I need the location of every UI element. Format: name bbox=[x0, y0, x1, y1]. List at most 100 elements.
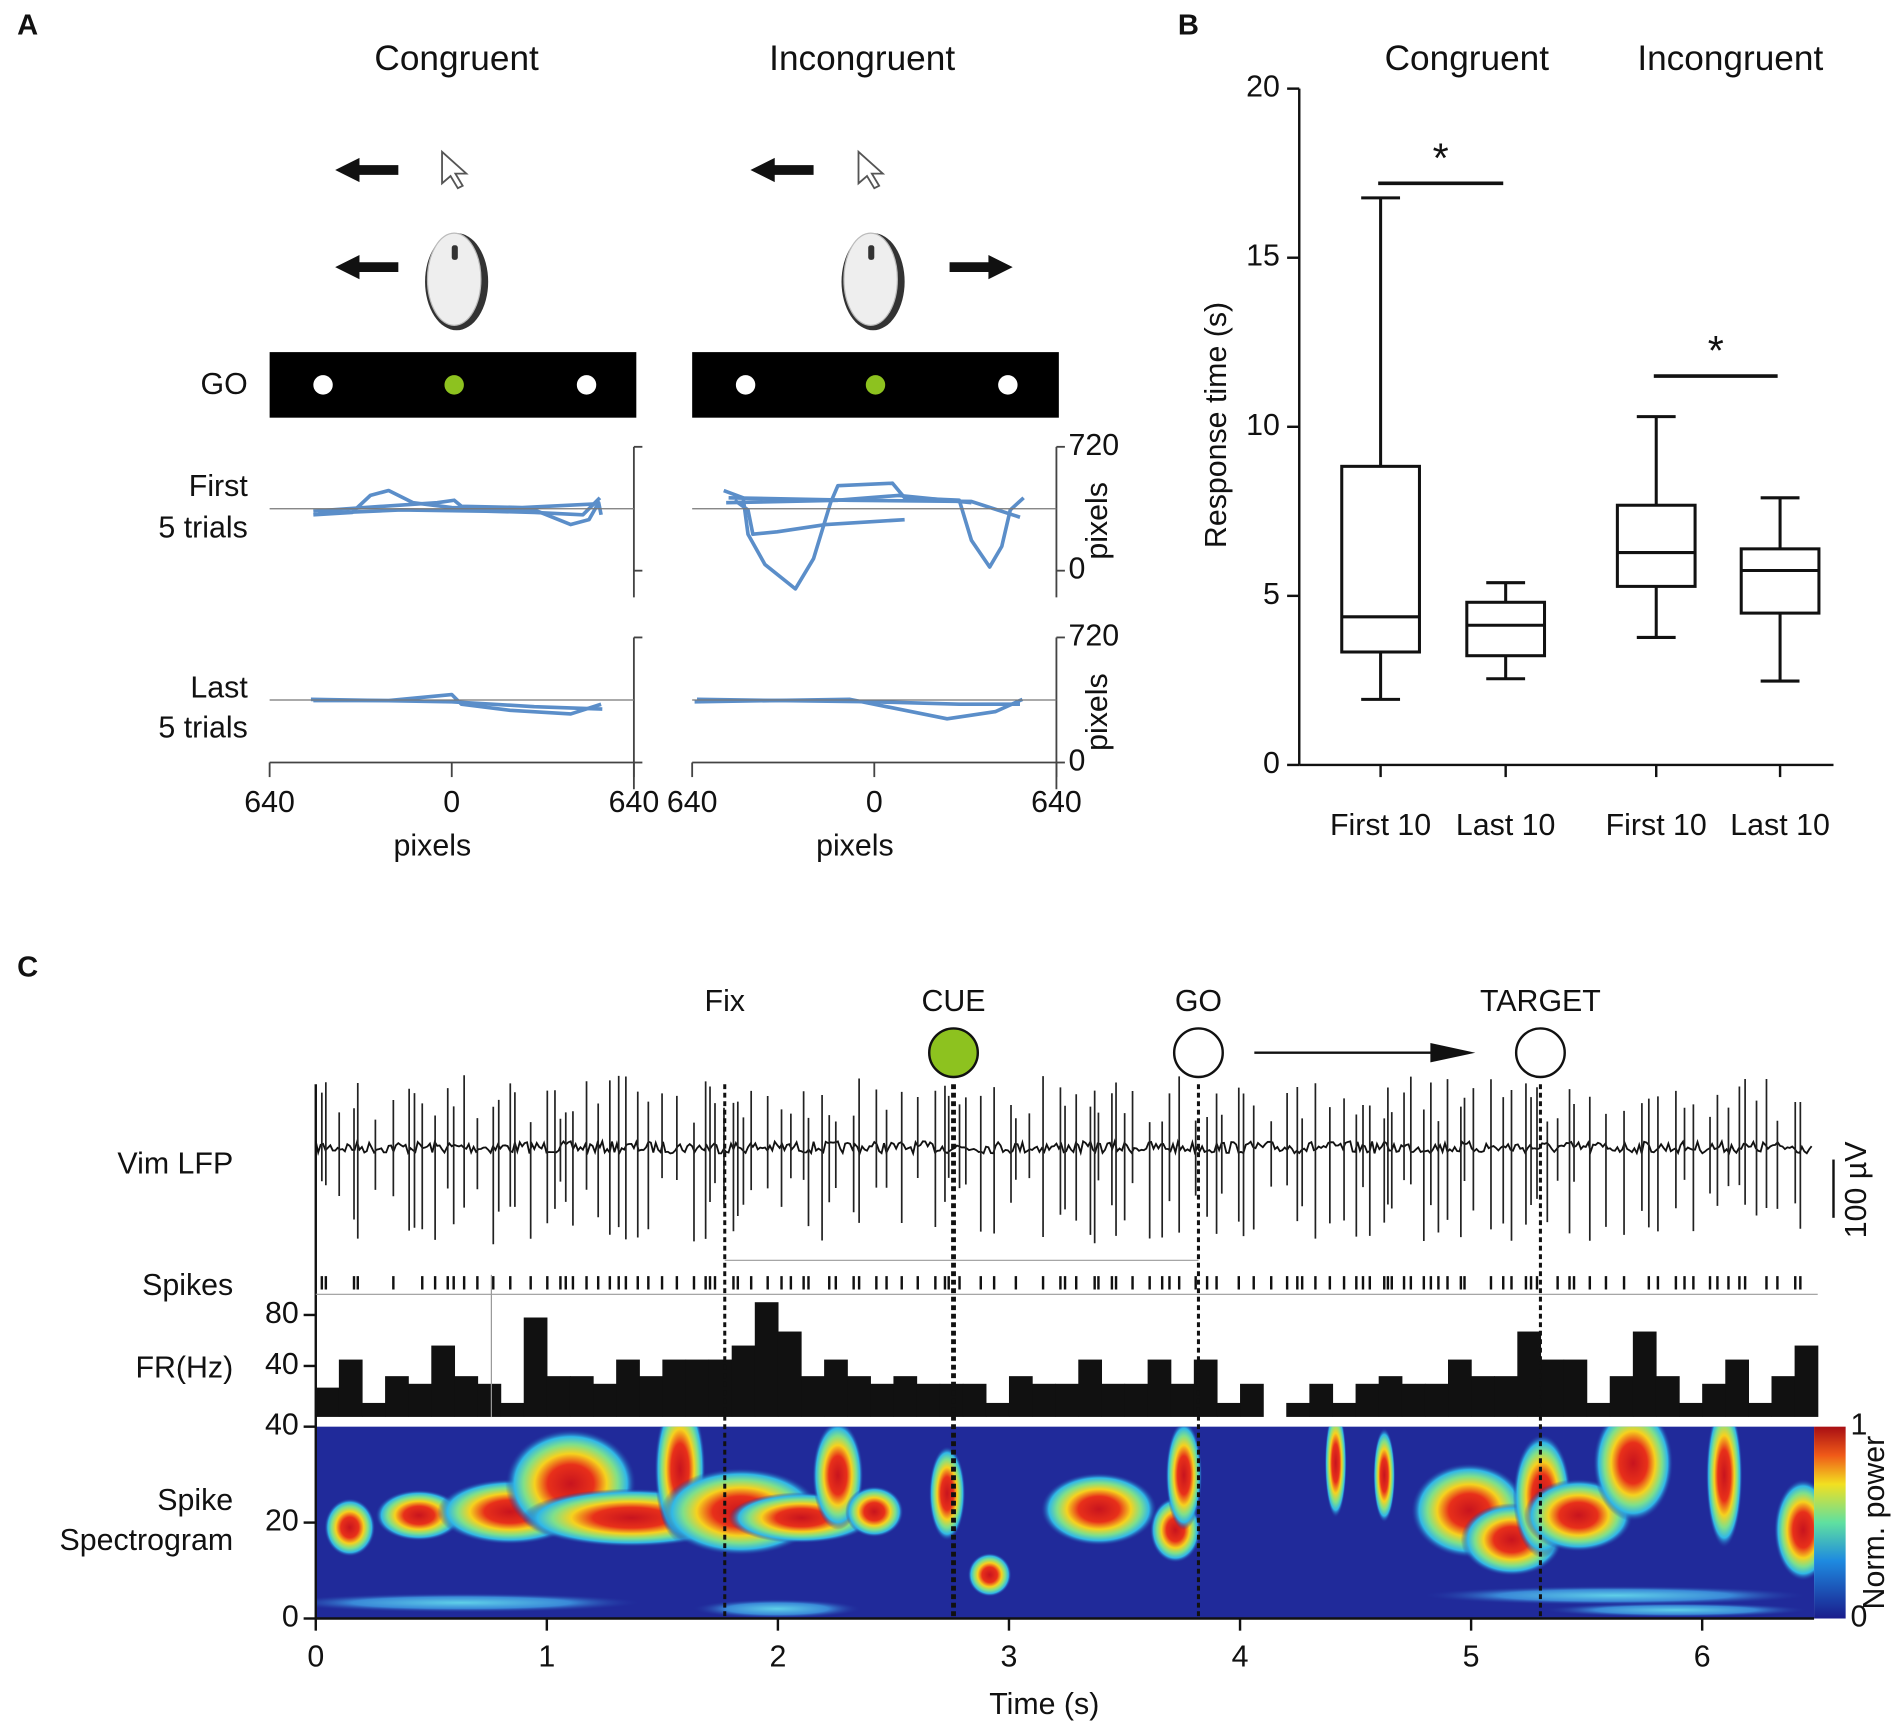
fr-bar bbox=[847, 1376, 871, 1417]
event-marker bbox=[1172, 1027, 1224, 1079]
group-title: Incongruent bbox=[1637, 39, 1823, 78]
fr-bar bbox=[962, 1383, 987, 1417]
fr-bar bbox=[685, 1359, 710, 1417]
fr-bar bbox=[1655, 1376, 1680, 1417]
fr-bar bbox=[731, 1345, 756, 1417]
fr-bar bbox=[616, 1359, 640, 1417]
panel-label: B bbox=[1178, 9, 1199, 41]
spectrogram-blob bbox=[1593, 1426, 1674, 1522]
column-title: Incongruent bbox=[769, 39, 955, 78]
fr-bar bbox=[593, 1383, 617, 1417]
x-axis-label: Time (s) bbox=[989, 1688, 1099, 1721]
go-label: GO bbox=[201, 368, 248, 401]
box bbox=[1615, 503, 1697, 588]
x-tick-label: 640 bbox=[667, 786, 718, 819]
spectrogram-band bbox=[1420, 1585, 1810, 1606]
fr-bar bbox=[1609, 1376, 1634, 1417]
x-tick-label: 640 bbox=[1031, 786, 1082, 819]
y-tick-label: 720 bbox=[1069, 619, 1120, 652]
row-label: Spike bbox=[157, 1484, 233, 1517]
y-tick-label: 0 bbox=[1069, 745, 1086, 778]
fr-bar bbox=[1401, 1383, 1426, 1417]
y-tick-label: 40 bbox=[265, 1348, 299, 1381]
fr-bar bbox=[1286, 1402, 1310, 1417]
row-label: Vim LFP bbox=[117, 1148, 233, 1181]
fr-bar bbox=[1471, 1376, 1495, 1417]
fr-bar bbox=[824, 1359, 848, 1417]
event-marker bbox=[1514, 1027, 1566, 1079]
colorbar-tick-label: 0 bbox=[1850, 1601, 1867, 1634]
group-title: Congruent bbox=[1385, 39, 1550, 78]
fr-bar bbox=[546, 1376, 571, 1417]
fr-bar bbox=[385, 1376, 409, 1417]
spectrogram-blob bbox=[1040, 1472, 1158, 1546]
fr-bar bbox=[1771, 1376, 1796, 1417]
lfp-trace bbox=[314, 1138, 1813, 1157]
y-tick-label: 0 bbox=[1069, 553, 1086, 586]
column-title: Congruent bbox=[374, 39, 539, 78]
y-tick-label: 40 bbox=[265, 1409, 299, 1442]
fr-bar bbox=[662, 1359, 687, 1417]
x-tick-label: 640 bbox=[244, 786, 295, 819]
x-tick-label: First 10 bbox=[1330, 809, 1431, 842]
fr-bar bbox=[1424, 1383, 1449, 1417]
fr-bar bbox=[1632, 1331, 1657, 1417]
cursor-icon bbox=[441, 149, 886, 190]
fr-bar bbox=[1794, 1345, 1819, 1417]
event-marker bbox=[928, 1027, 980, 1079]
x-tick-label: 5 bbox=[1463, 1641, 1480, 1674]
fr-bar bbox=[893, 1376, 918, 1417]
fr-bar bbox=[1055, 1383, 1079, 1417]
fr-bar bbox=[1378, 1376, 1403, 1417]
fr-bar bbox=[1101, 1383, 1126, 1417]
fr-bar bbox=[1725, 1359, 1750, 1417]
spectrogram-blob bbox=[1774, 1478, 1815, 1581]
x-tick-label: 4 bbox=[1232, 1641, 1249, 1674]
box bbox=[1340, 464, 1421, 654]
y-tick-label: 20 bbox=[1246, 71, 1280, 104]
event-label: TARGET bbox=[1480, 985, 1601, 1018]
fr-bar bbox=[1702, 1383, 1726, 1417]
x-tick-label: 6 bbox=[1694, 1641, 1711, 1674]
row-label: Last bbox=[190, 672, 248, 705]
row-label: Spectrogram bbox=[59, 1524, 233, 1557]
fr-bar bbox=[431, 1345, 456, 1417]
spectrogram bbox=[315, 1426, 1815, 1619]
y-axis-label: pixels bbox=[1081, 482, 1114, 560]
row-label: FR(Hz) bbox=[135, 1352, 233, 1385]
x-tick-label: 0 bbox=[443, 786, 460, 819]
fr-bar bbox=[870, 1383, 895, 1417]
x-axis-label: pixels bbox=[394, 830, 472, 863]
fr-bar bbox=[1240, 1383, 1264, 1417]
fr-bar bbox=[477, 1383, 502, 1417]
y-axis-label: Response time (s) bbox=[1200, 302, 1233, 548]
y-tick-label: 0 bbox=[1263, 747, 1280, 780]
fr-bar bbox=[1494, 1376, 1518, 1417]
y-tick-label: 10 bbox=[1246, 409, 1280, 442]
significance-label: * bbox=[1433, 135, 1449, 181]
fr-bar bbox=[1586, 1402, 1611, 1417]
event-label: GO bbox=[1175, 985, 1222, 1018]
fr-bar bbox=[1078, 1359, 1103, 1417]
x-tick-label: 2 bbox=[769, 1641, 786, 1674]
fr-bar bbox=[1679, 1402, 1703, 1417]
spectrogram-blob bbox=[1706, 1426, 1743, 1549]
fr-bar bbox=[361, 1402, 386, 1417]
fr-bar bbox=[639, 1376, 663, 1417]
y-tick-label: 20 bbox=[265, 1505, 299, 1538]
fr-bar bbox=[315, 1387, 340, 1417]
y-tick-label: 80 bbox=[265, 1297, 299, 1330]
fr-bar bbox=[569, 1376, 594, 1417]
fr-bar bbox=[1540, 1359, 1565, 1417]
x-tick-label: 0 bbox=[307, 1641, 324, 1674]
y-tick-label: 720 bbox=[1069, 429, 1120, 462]
fr-bar bbox=[1008, 1376, 1033, 1417]
row-label: 5 trials bbox=[158, 712, 247, 745]
x-tick-label: Last 10 bbox=[1730, 809, 1830, 842]
spectrogram-blob bbox=[1373, 1427, 1396, 1523]
fr-bar bbox=[1170, 1383, 1195, 1417]
row-label: Spikes bbox=[142, 1269, 233, 1302]
fr-bar bbox=[1563, 1359, 1588, 1417]
y-tick-label: 15 bbox=[1246, 240, 1280, 273]
